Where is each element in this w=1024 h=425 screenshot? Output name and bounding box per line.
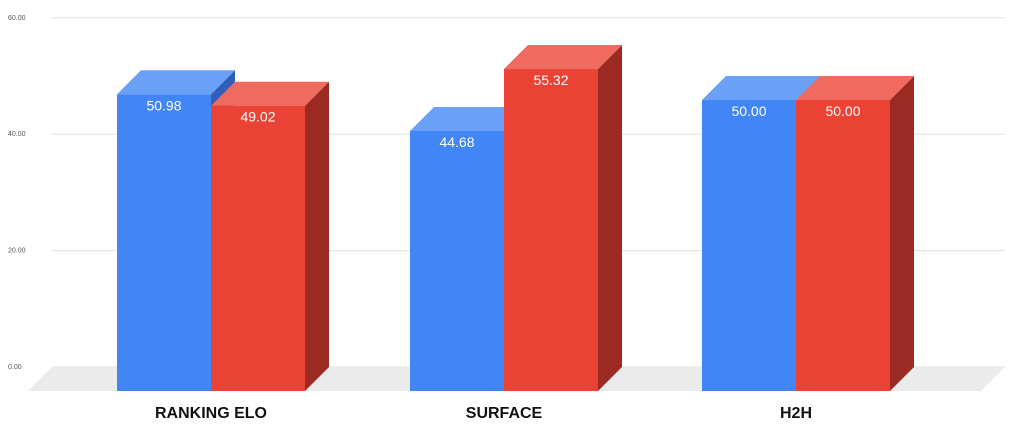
y-tick-label: 40.00 [8, 131, 26, 138]
bars [117, 45, 914, 392]
bar [504, 45, 622, 392]
data-label: 44.68 [439, 134, 474, 150]
x-category-label: H2H [780, 405, 812, 422]
bar-top-face [504, 45, 622, 70]
y-tick-label: 20.00 [8, 248, 26, 255]
bar-front-face [504, 69, 598, 391]
data-label: 50.98 [146, 97, 181, 113]
bar-front-face [410, 130, 504, 391]
data-label: 50.00 [731, 103, 766, 119]
x-category-label: RANKING ELO [155, 405, 267, 422]
x-category-label: SURFACE [466, 405, 543, 422]
y-tick-label: 60.00 [8, 15, 26, 22]
data-label: 55.32 [533, 72, 568, 88]
data-label: 49.02 [240, 109, 275, 125]
bar [211, 81, 329, 391]
labels: 0.00 20.00 40.00 60.00 50.98 49.02 RANKING ELO… [8, 15, 861, 422]
bar-front-face [702, 100, 796, 391]
bar-top-face [117, 70, 235, 95]
bar-front-face [796, 100, 890, 391]
bar-front-face [117, 94, 211, 392]
bar-side-face [305, 81, 329, 391]
bar-top-face [211, 81, 329, 106]
bar-top-face [410, 106, 528, 131]
bar-top-face [796, 76, 914, 100]
bar-side-face [890, 76, 914, 391]
bar-side-face [598, 45, 622, 392]
y-tick-label: 0.00 [8, 364, 22, 371]
data-label: 50.00 [825, 103, 860, 119]
bar-front-face [211, 105, 305, 391]
bar [796, 76, 914, 391]
bar-top-face [702, 76, 820, 100]
